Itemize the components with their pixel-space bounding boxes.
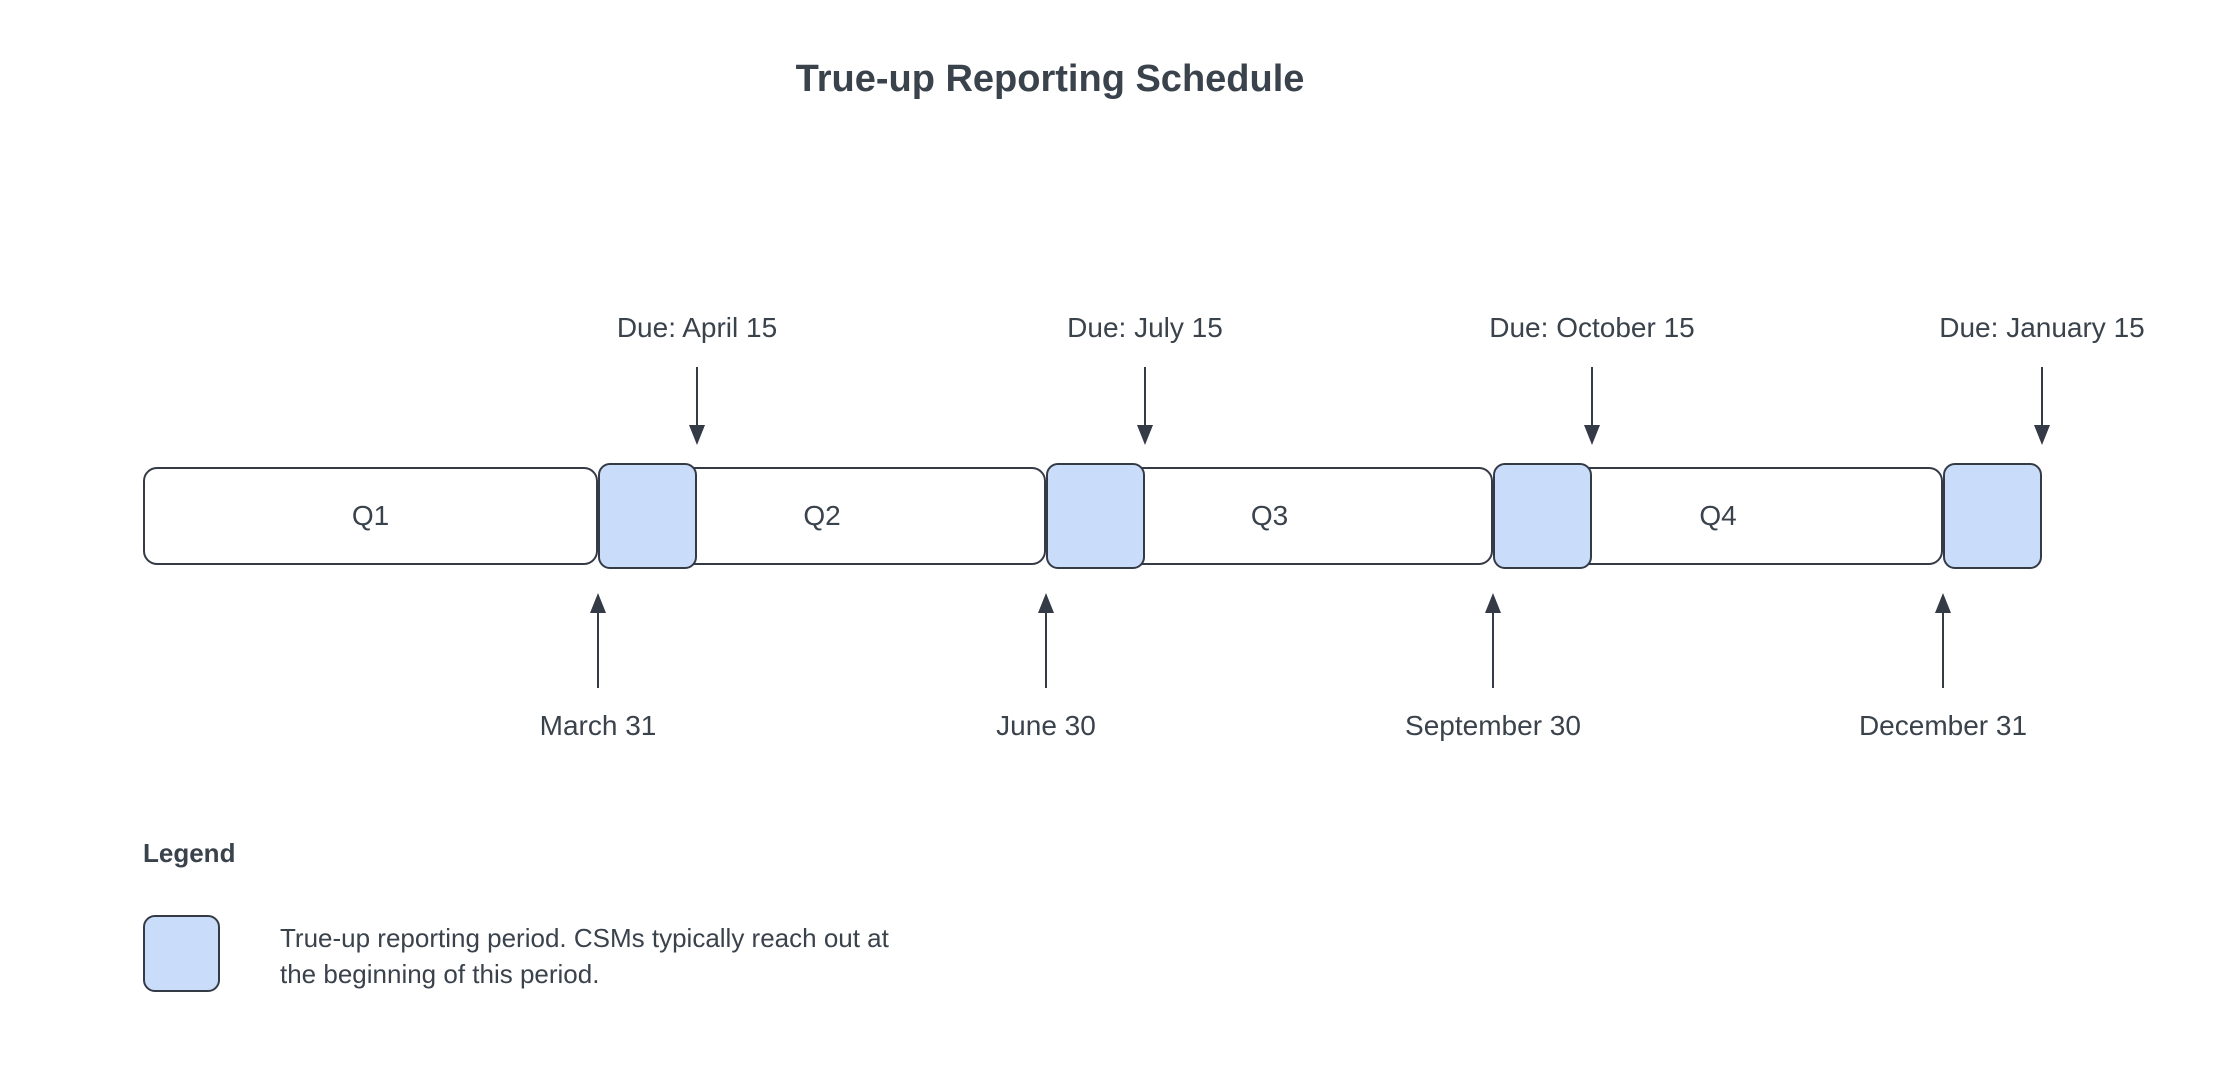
quarter-end-label-june: June 30 — [996, 710, 1096, 741]
true-up-period-box-1 — [598, 463, 697, 569]
down-arrow-line-january — [2041, 367, 2043, 425]
down-arrow-line-october — [1591, 367, 1593, 425]
true-up-period-box-3 — [1493, 463, 1592, 569]
down-arrow-head-icon — [1584, 425, 1600, 445]
down-arrow-head-icon — [689, 425, 705, 445]
quarter-end-label-september: September 30 — [1405, 710, 1581, 741]
due-date-label-april: Due: April 15 — [616, 312, 778, 343]
legend-description-line-1: True-up reporting period. CSMs typically… — [280, 923, 889, 953]
up-arrow-line-march — [597, 613, 599, 688]
page-title: True-up Reporting Schedule — [795, 58, 1305, 100]
up-arrow-line-june — [1045, 613, 1047, 688]
up-arrow-head-icon — [590, 593, 606, 613]
quarter-end-label-december: December 31 — [1858, 710, 2028, 741]
legend-description-line-2: the beginning of this period. — [280, 959, 600, 989]
quarter-end-label-march: March 31 — [539, 710, 657, 741]
down-arrow-head-icon — [1137, 425, 1153, 445]
up-arrow-line-december — [1942, 613, 1944, 688]
legend-heading: Legend — [143, 838, 236, 868]
due-date-label-october: Due: October 15 — [1489, 312, 1695, 343]
quarter-label-q2: Q2 — [803, 500, 841, 531]
up-arrow-head-icon — [1038, 593, 1054, 613]
quarter-label-q4: Q4 — [1699, 500, 1737, 531]
quarter-label-q3: Q3 — [1250, 500, 1289, 531]
legend-swatch-true-up-period — [143, 915, 220, 992]
up-arrow-head-icon — [1485, 593, 1501, 613]
due-date-label-july: Due: July 15 — [1067, 312, 1223, 343]
true-up-period-box-2 — [1046, 463, 1145, 569]
up-arrow-head-icon — [1935, 593, 1951, 613]
true-up-period-box-4 — [1943, 463, 2042, 569]
quarter-box-q1: Q1 — [143, 467, 598, 565]
legend-description: True-up reporting period. CSMs typically… — [280, 920, 889, 992]
down-arrow-head-icon — [2034, 425, 2050, 445]
quarter-label-q1: Q1 — [351, 500, 390, 531]
down-arrow-line-april — [696, 367, 698, 425]
due-date-label-january: Due: January 15 — [1939, 312, 2145, 343]
down-arrow-line-july — [1144, 367, 1146, 425]
up-arrow-line-september — [1492, 613, 1494, 688]
